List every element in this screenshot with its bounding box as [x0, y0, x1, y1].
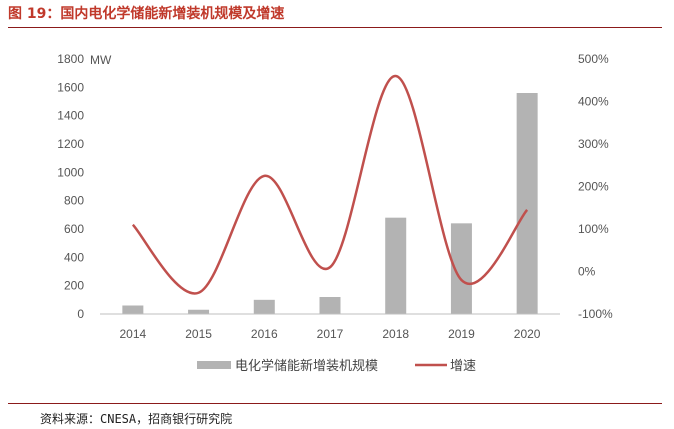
bar-2016 — [253, 299, 275, 314]
x-tick-label: 2019 — [448, 327, 475, 341]
top-rule — [8, 27, 662, 28]
legend-bar-label: 电化学储能新增装机规模 — [235, 358, 378, 374]
y-tick-label: 200 — [64, 279, 84, 293]
y2-tick-label: 500% — [578, 52, 609, 66]
y-tick-label: 1400 — [57, 109, 84, 123]
y-tick-label: 1600 — [57, 80, 84, 94]
y-tick-label: 800 — [64, 194, 84, 208]
y-tick-label: 400 — [64, 250, 84, 264]
x-tick-label: 2014 — [120, 327, 147, 341]
bar-2019 — [450, 223, 472, 314]
y2-tick-label: 0% — [578, 265, 596, 279]
bar-2014 — [122, 305, 144, 314]
legend-line-label: 增速 — [450, 359, 476, 374]
y-tick-label: 600 — [64, 222, 84, 236]
y-tick-label: 0 — [77, 307, 84, 321]
y-tick-label: 1800 — [57, 52, 84, 66]
y-tick-label: 1000 — [57, 165, 84, 179]
y2-tick-label: 200% — [578, 180, 609, 194]
x-tick-label: 2018 — [382, 327, 409, 341]
legend-bar-swatch — [197, 361, 231, 369]
source-note: 资料来源：CNESA，招商银行研究院 — [40, 412, 233, 426]
growth-line — [131, 74, 529, 295]
y2-tick-label: 100% — [578, 222, 609, 236]
x-tick-label: 2016 — [251, 327, 278, 341]
figure-title: 图 19：国内电化学储能新增装机规模及增速 — [8, 6, 285, 22]
chart: 1800 1600 1400 1200 1000 800 600 400 200 0 MW 500% 4… — [57, 52, 613, 374]
x-tick-label: 2020 — [514, 327, 541, 341]
bar-2017 — [319, 297, 341, 314]
bar-2020 — [516, 93, 538, 314]
y2-tick-label: -100% — [578, 307, 613, 321]
y2-tick-label: 300% — [578, 137, 609, 151]
x-tick-label: 2017 — [317, 327, 344, 341]
bar-2015 — [188, 309, 210, 314]
x-tick-label: 2015 — [185, 327, 212, 341]
bar-2018 — [385, 217, 407, 314]
y2-tick-label: 400% — [578, 95, 609, 109]
bottom-rule — [8, 403, 662, 404]
y-tick-label: 1200 — [57, 137, 84, 151]
y-axis-unit: MW — [90, 53, 112, 67]
